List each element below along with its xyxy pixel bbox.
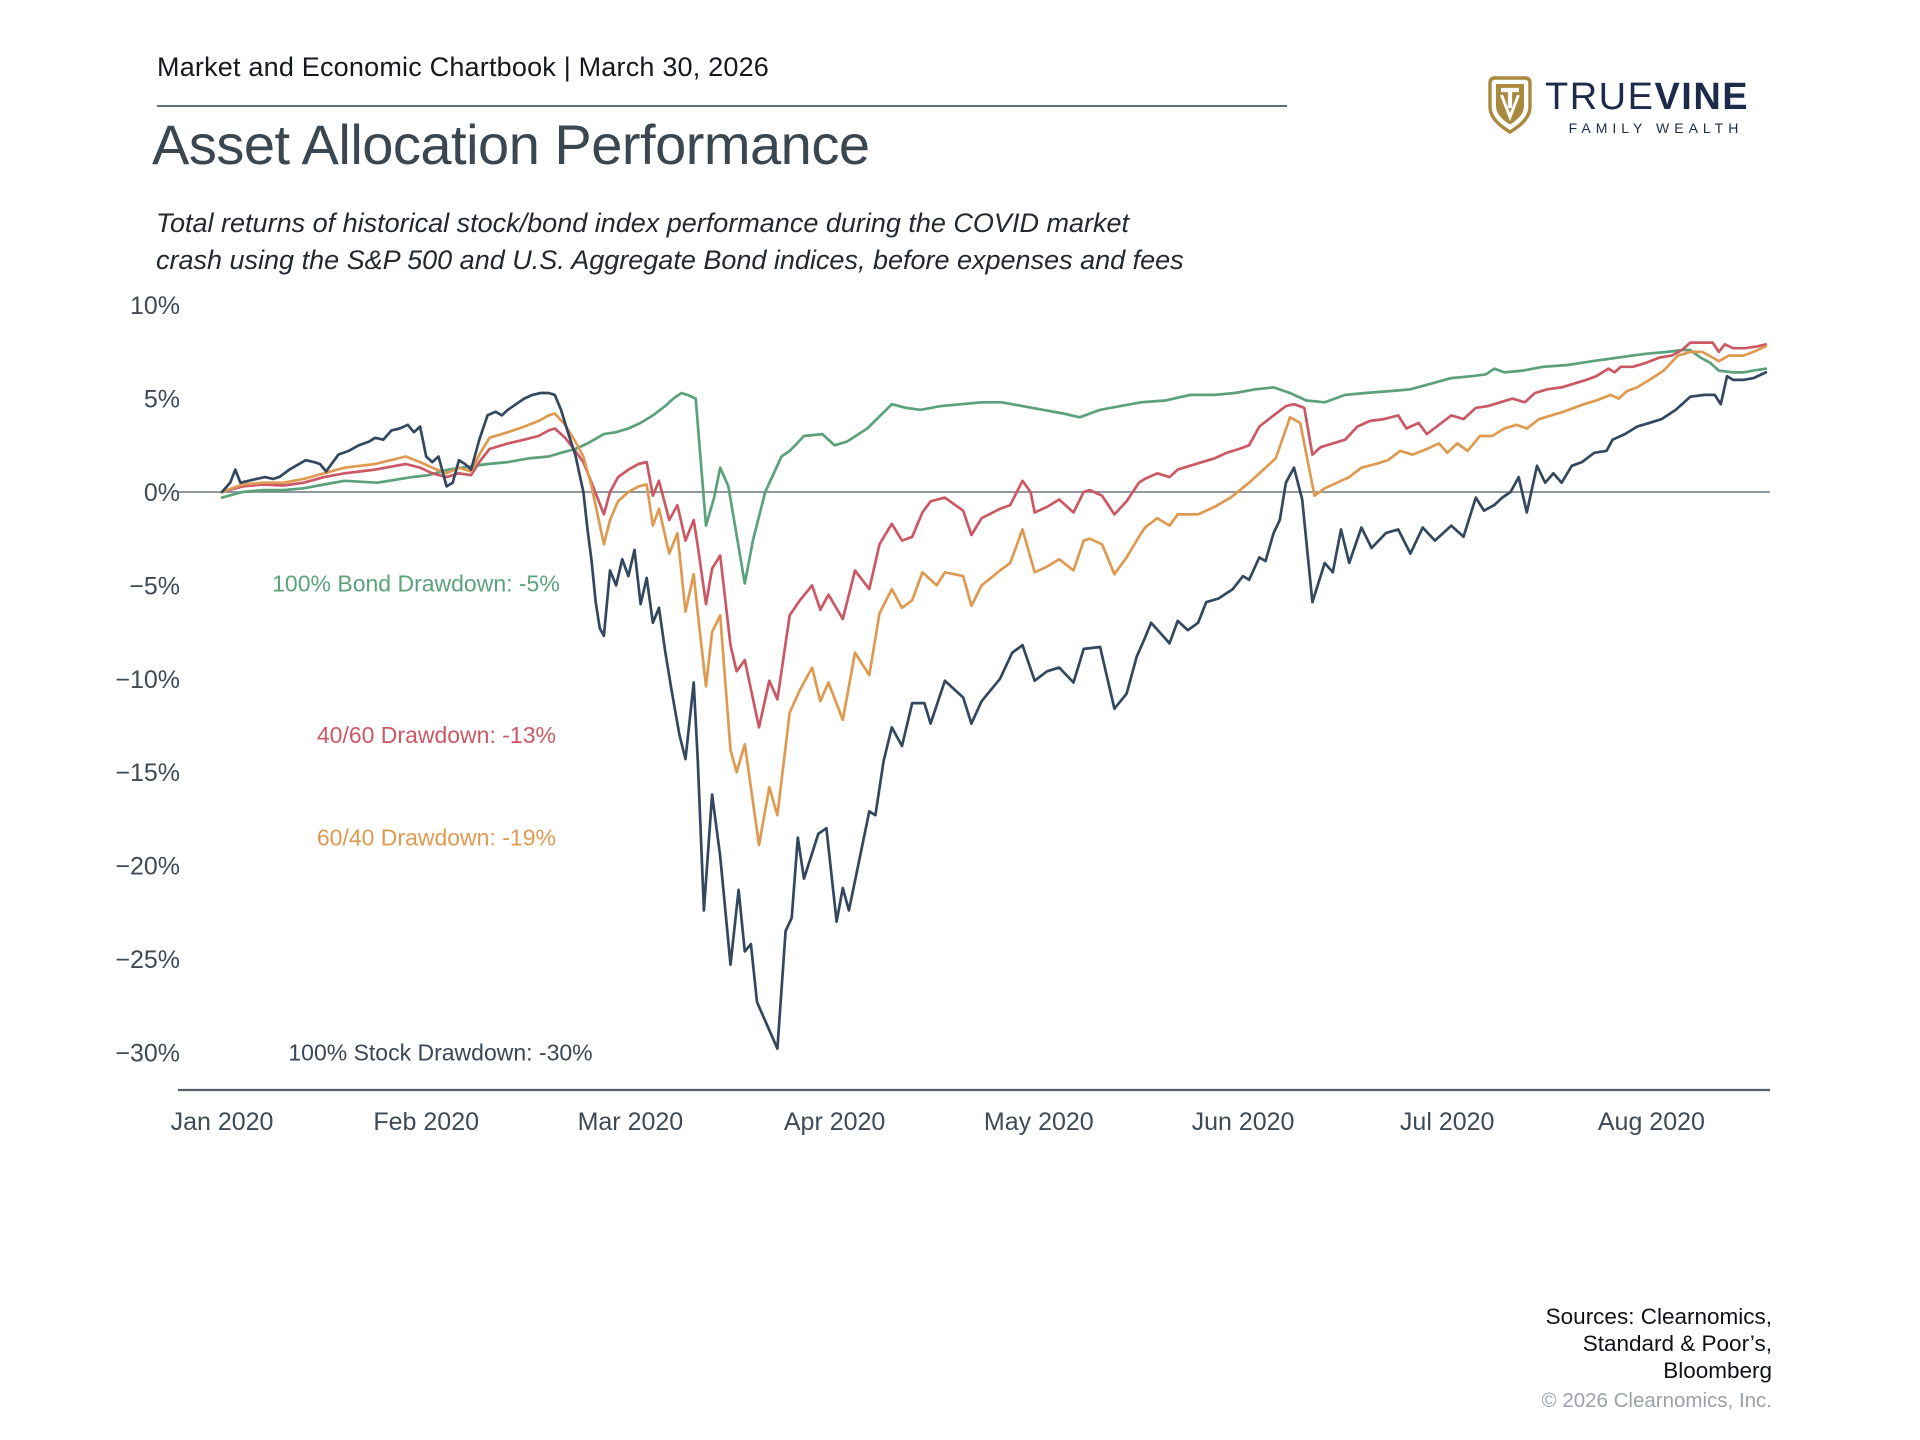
copyright-note: © 2026 Clearnomics, Inc.: [1541, 1389, 1772, 1412]
logo-word-vine: VINE: [1654, 76, 1750, 118]
y-tick-label: −20%: [115, 853, 180, 881]
sources-line-2: Standard & Poor’s,: [1582, 1331, 1772, 1356]
x-tick-label: May 2020: [984, 1108, 1094, 1136]
chart-subtitle: Total returns of historical stock/bond i…: [156, 205, 1184, 279]
y-tick-label: −15%: [115, 759, 180, 787]
y-tick-label: −10%: [115, 666, 180, 694]
drawdown-annotation: 60/40 Drawdown: -19%: [317, 825, 556, 851]
y-tick-label: 0%: [144, 479, 180, 507]
y-tick-label: −5%: [129, 572, 180, 600]
x-tick-label: Jun 2020: [1192, 1108, 1295, 1136]
logo-wordmark: TRUEVINE: [1545, 76, 1749, 119]
x-tick-label: Mar 2020: [578, 1108, 684, 1136]
y-tick-label: −30%: [115, 1039, 180, 1067]
sources-line-1: Sources: Clearnomics,: [1545, 1304, 1772, 1329]
drawdown-annotation: 100% Stock Drawdown: -30%: [288, 1039, 592, 1065]
subtitle-line-2: crash using the S&P 500 and U.S. Aggrega…: [156, 245, 1184, 275]
logo-word-true: TRUE: [1545, 76, 1655, 118]
sources-line-3: Bloomberg: [1663, 1358, 1772, 1383]
drawdown-annotation: 100% Bond Drawdown: -5%: [272, 571, 560, 597]
series-line-40-60-stock-bond: [220, 341, 1768, 729]
x-tick-label: Feb 2020: [373, 1108, 479, 1136]
series-line-100-stock-s-p-500-index-: [220, 371, 1768, 1051]
x-tick-label: Jan 2020: [171, 1108, 274, 1136]
series-line-100-bond-u-s-aggregate-bond-index-: [220, 348, 1768, 585]
sources-block: Sources: Clearnomics, Standard & Poor’s,…: [1542, 1303, 1772, 1414]
header-divider: [157, 105, 1287, 107]
shield-monogram-icon: [1488, 76, 1532, 134]
y-tick-label: 10%: [130, 292, 180, 320]
x-tick-label: Apr 2020: [784, 1108, 885, 1136]
logo-tagline: FAMILY WEALTH: [1568, 120, 1744, 136]
y-tick-label: 5%: [144, 386, 180, 414]
page-title: Asset Allocation Performance: [152, 113, 870, 176]
y-tick-label: −25%: [115, 946, 180, 974]
drawdown-annotation: 40/60 Drawdown: -13%: [317, 722, 556, 748]
subtitle-line-1: Total returns of historical stock/bond i…: [156, 208, 1129, 238]
x-tick-label: Jul 2020: [1400, 1108, 1495, 1136]
chartbook-header: Market and Economic Chartbook | March 30…: [157, 52, 770, 82]
x-tick-label: Aug 2020: [1598, 1108, 1705, 1136]
